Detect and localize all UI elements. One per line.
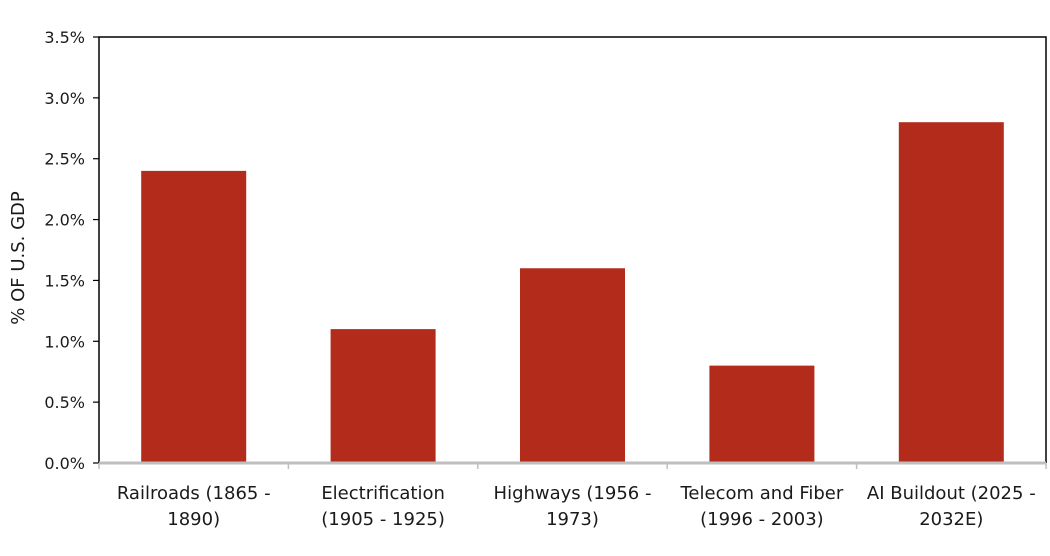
bar	[709, 365, 815, 463]
bar	[898, 122, 1004, 463]
bar	[330, 329, 436, 463]
y-tick-label: 2.5%	[44, 150, 85, 169]
bar	[141, 170, 247, 463]
y-axis: 0.0% 0.5% 1.0% 1.5% 2.0% 2.5% 3.0% 3.5%	[44, 28, 99, 473]
x-tick-label: Railroads (1865 -1890)	[117, 483, 271, 530]
x-tick-label: Telecom and Fiber (1996 - 2003)	[680, 483, 844, 530]
y-tick-label: 3.0%	[44, 89, 85, 108]
y-tick-label: 0.5%	[44, 393, 85, 412]
y-tick-label: 3.5%	[44, 28, 85, 47]
plot-frame	[98, 36, 1047, 463]
y-tick-label: 1.5%	[44, 271, 85, 290]
x-axis	[98, 461, 1047, 469]
x-tick-label: Electrification (1905 - 1925)	[321, 483, 445, 530]
x-axis-labels: Railroads (1865 -1890) Electrification (19…	[117, 483, 1036, 530]
y-tick-label: 2.0%	[44, 211, 85, 230]
bars	[141, 122, 1004, 463]
y-tick-label: 0.0%	[44, 454, 85, 473]
plot-border	[98, 36, 1047, 463]
bar	[520, 268, 625, 463]
x-tick-label: Highways (1956 -1973)	[494, 483, 652, 530]
x-tick-label: AI Buildout (2025 -2032E)	[867, 483, 1036, 530]
y-tick-label: 1.0%	[44, 332, 85, 351]
y-axis-title: % OF U.S. GDP	[8, 191, 29, 325]
